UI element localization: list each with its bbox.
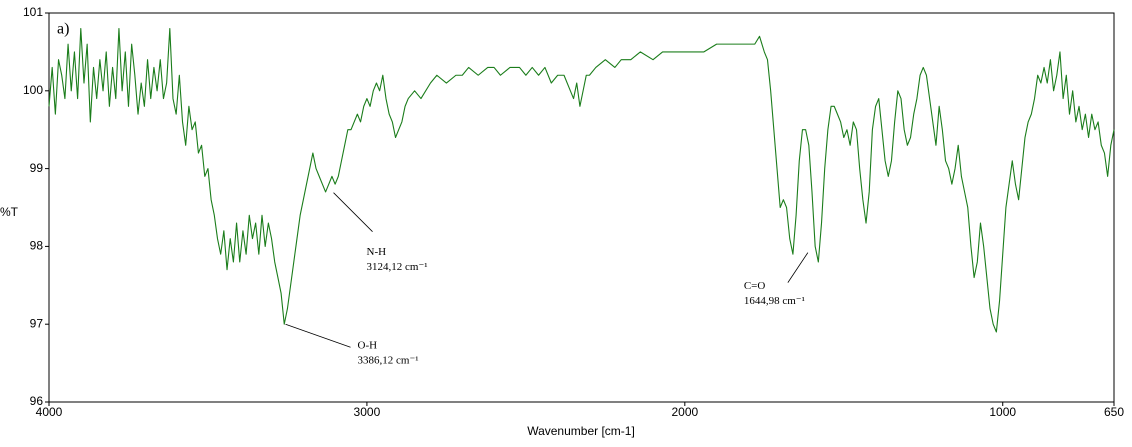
x-tick-label: 1000 bbox=[989, 405, 1016, 419]
annotation-leader bbox=[787, 252, 809, 283]
x-tick-label: 3000 bbox=[354, 405, 381, 419]
annotation-label: O-H bbox=[358, 340, 378, 352]
panel-label: a) bbox=[57, 21, 69, 38]
plot-frame bbox=[48, 12, 1115, 403]
annotation-label: N-H bbox=[367, 246, 387, 258]
annotation-text: 3386,12 cm⁻¹ bbox=[358, 355, 419, 367]
y-tick-label: 101 bbox=[23, 5, 43, 19]
y-axis-title: %T bbox=[0, 205, 19, 219]
annotation-text: 1644,98 cm⁻¹ bbox=[744, 295, 805, 307]
annotation-text: 3124,12 cm⁻¹ bbox=[367, 261, 428, 273]
y-tick-label: 98 bbox=[30, 239, 44, 253]
y-tick-label: 96 bbox=[30, 394, 44, 408]
x-tick-label: 2000 bbox=[671, 405, 698, 419]
annotation-leader bbox=[285, 323, 351, 348]
spectrum-line bbox=[48, 28, 1115, 333]
y-tick-label: 99 bbox=[30, 161, 44, 175]
x-tick-label: 4000 bbox=[36, 405, 63, 419]
annotation-label: C=O bbox=[744, 280, 766, 292]
y-tick-label: 100 bbox=[23, 83, 43, 97]
x-axis-title: Wavenumber [cm-1] bbox=[527, 424, 635, 438]
annotation-leader bbox=[333, 192, 373, 233]
x-tick-label: 650 bbox=[1104, 405, 1124, 419]
y-tick-label: 97 bbox=[30, 316, 44, 330]
